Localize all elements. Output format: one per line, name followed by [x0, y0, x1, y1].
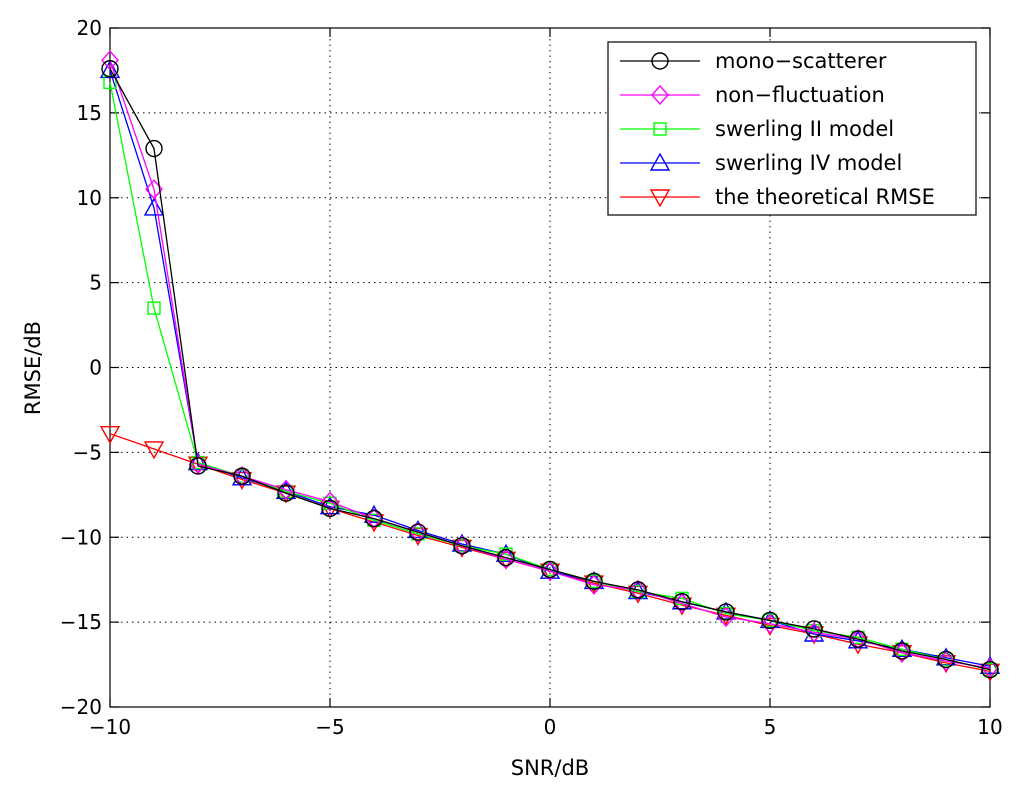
- x-axis-label: SNR/dB: [511, 756, 589, 780]
- data-point-diamond: [321, 491, 339, 512]
- data-point-circle: [189, 457, 207, 475]
- y-tick-label: −10: [60, 525, 102, 549]
- legend-marker-square: [653, 122, 667, 136]
- legend-entry: swerling IV model: [620, 151, 902, 175]
- data-point-circle: [673, 593, 691, 611]
- data-point-diamond: [849, 629, 867, 650]
- data-point-diamond: [717, 606, 735, 628]
- data-point-circle: [409, 523, 427, 541]
- data-point-square: [455, 539, 469, 553]
- data-point-circle: [761, 611, 779, 630]
- data-point-square: [675, 591, 689, 606]
- series-line: [109, 60, 991, 669]
- legend: mono−scatterer non−fluctuation swerling II…: [607, 41, 977, 216]
- grid-lines: [110, 28, 990, 707]
- y-tick-label: 5: [89, 271, 102, 295]
- legend-entry: the theoretical RMSE: [620, 185, 935, 209]
- y-axis-label: RMSE/dB: [21, 321, 45, 415]
- data-point-circle: [629, 581, 647, 599]
- data-point-square: [499, 547, 513, 561]
- data-point-diamond: [365, 508, 383, 529]
- legend-label: swerling II model: [715, 117, 894, 141]
- data-point-circle: [321, 499, 339, 518]
- data-point-triangle-up: [979, 655, 1001, 674]
- x-tick-label: 0: [544, 715, 557, 739]
- series-group: [99, 50, 1001, 682]
- series-circle: [101, 60, 999, 679]
- x-tick-label: 5: [764, 715, 777, 739]
- data-point-triangle-up: [187, 452, 209, 471]
- legend-label: swerling IV model: [715, 151, 902, 175]
- data-point-circle: [585, 572, 603, 591]
- legend-label: the theoretical RMSE: [715, 185, 935, 209]
- legend-marker-triangle-up: [649, 152, 671, 171]
- series-line: [109, 68, 991, 671]
- data-point-circle: [893, 642, 911, 660]
- data-point-circle: [453, 537, 471, 555]
- data-point-diamond: [629, 579, 647, 600]
- data-point-diamond: [453, 535, 471, 556]
- x-tick-label: −5: [315, 715, 344, 739]
- data-point-triangle-down: [99, 426, 121, 445]
- data-point-circle: [277, 484, 295, 502]
- data-point-circle: [937, 650, 955, 669]
- data-point-circle: [849, 630, 867, 648]
- data-point-circle: [981, 660, 999, 679]
- y-tick-label: 0: [89, 356, 102, 380]
- x-tick-label: 10: [977, 715, 1002, 739]
- legend-label: non−fluctuation: [715, 83, 885, 107]
- y-tick-label: −5: [73, 440, 102, 464]
- y-tick-label: 20: [77, 16, 102, 40]
- axis-ticks: −10 −5 0 5 10 −20 −15 −10 −5 0 5 10 15 20: [60, 16, 1003, 739]
- legend-entry: mono−scatterer: [620, 49, 887, 73]
- legend-entry: swerling II model: [620, 117, 894, 141]
- data-point-circle: [101, 60, 119, 78]
- data-point-diamond: [233, 466, 251, 487]
- data-point-circle: [541, 560, 559, 579]
- data-point-square: [147, 301, 161, 315]
- data-point-triangle-down: [143, 441, 165, 460]
- y-tick-label: 15: [77, 101, 102, 125]
- data-point-diamond: [409, 522, 427, 543]
- y-tick-label: 10: [77, 186, 102, 210]
- data-point-triangle-down: [935, 655, 957, 674]
- data-point-triangle-up: [143, 197, 165, 216]
- data-point-circle: [233, 467, 251, 485]
- data-point-circle: [145, 139, 163, 158]
- legend-marker-triangle-down: [649, 189, 671, 208]
- y-tick-label: −15: [60, 610, 102, 634]
- data-point-diamond: [805, 622, 823, 643]
- data-point-triangle-up: [407, 520, 429, 539]
- legend-marker-circle: [651, 52, 669, 70]
- data-point-circle: [805, 620, 823, 638]
- y-tick-label: −20: [60, 695, 102, 719]
- legend-marker-diamond: [651, 84, 669, 106]
- x-tick-label: −10: [89, 715, 131, 739]
- data-point-circle: [717, 603, 735, 621]
- legend-label: mono−scatterer: [715, 49, 887, 73]
- data-point-circle: [365, 509, 383, 528]
- data-point-circle: [497, 548, 515, 567]
- legend-entry: non−fluctuation: [620, 83, 885, 107]
- data-point-square: [235, 469, 249, 483]
